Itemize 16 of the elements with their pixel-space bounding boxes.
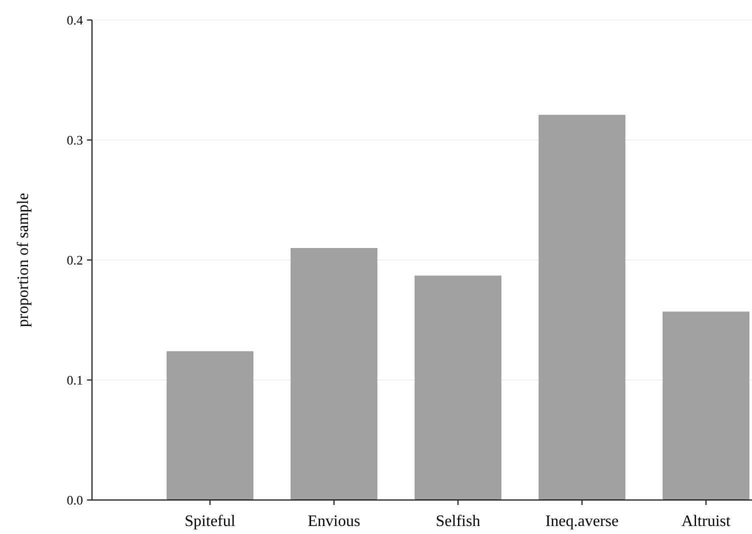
- y-tick-label: 0.1: [66, 372, 83, 388]
- bar: [290, 248, 378, 500]
- x-tick-label: Selfish: [436, 513, 480, 530]
- bar: [166, 351, 254, 500]
- bar: [662, 312, 750, 500]
- x-tick-label: Altruist: [682, 513, 731, 530]
- y-axis-title: proportion of sample: [15, 192, 32, 328]
- bar: [538, 114, 626, 500]
- y-tick-label: 0.0: [66, 492, 83, 508]
- y-tick-label: 0.3: [66, 132, 83, 148]
- y-tick-label: 0.4: [66, 12, 84, 28]
- y-tick-label: 0.2: [66, 252, 83, 268]
- bar: [414, 276, 502, 500]
- x-tick-label: Spiteful: [184, 513, 236, 530]
- x-tick-label: Ineq.averse: [545, 513, 619, 530]
- x-tick-label: Envious: [308, 513, 360, 530]
